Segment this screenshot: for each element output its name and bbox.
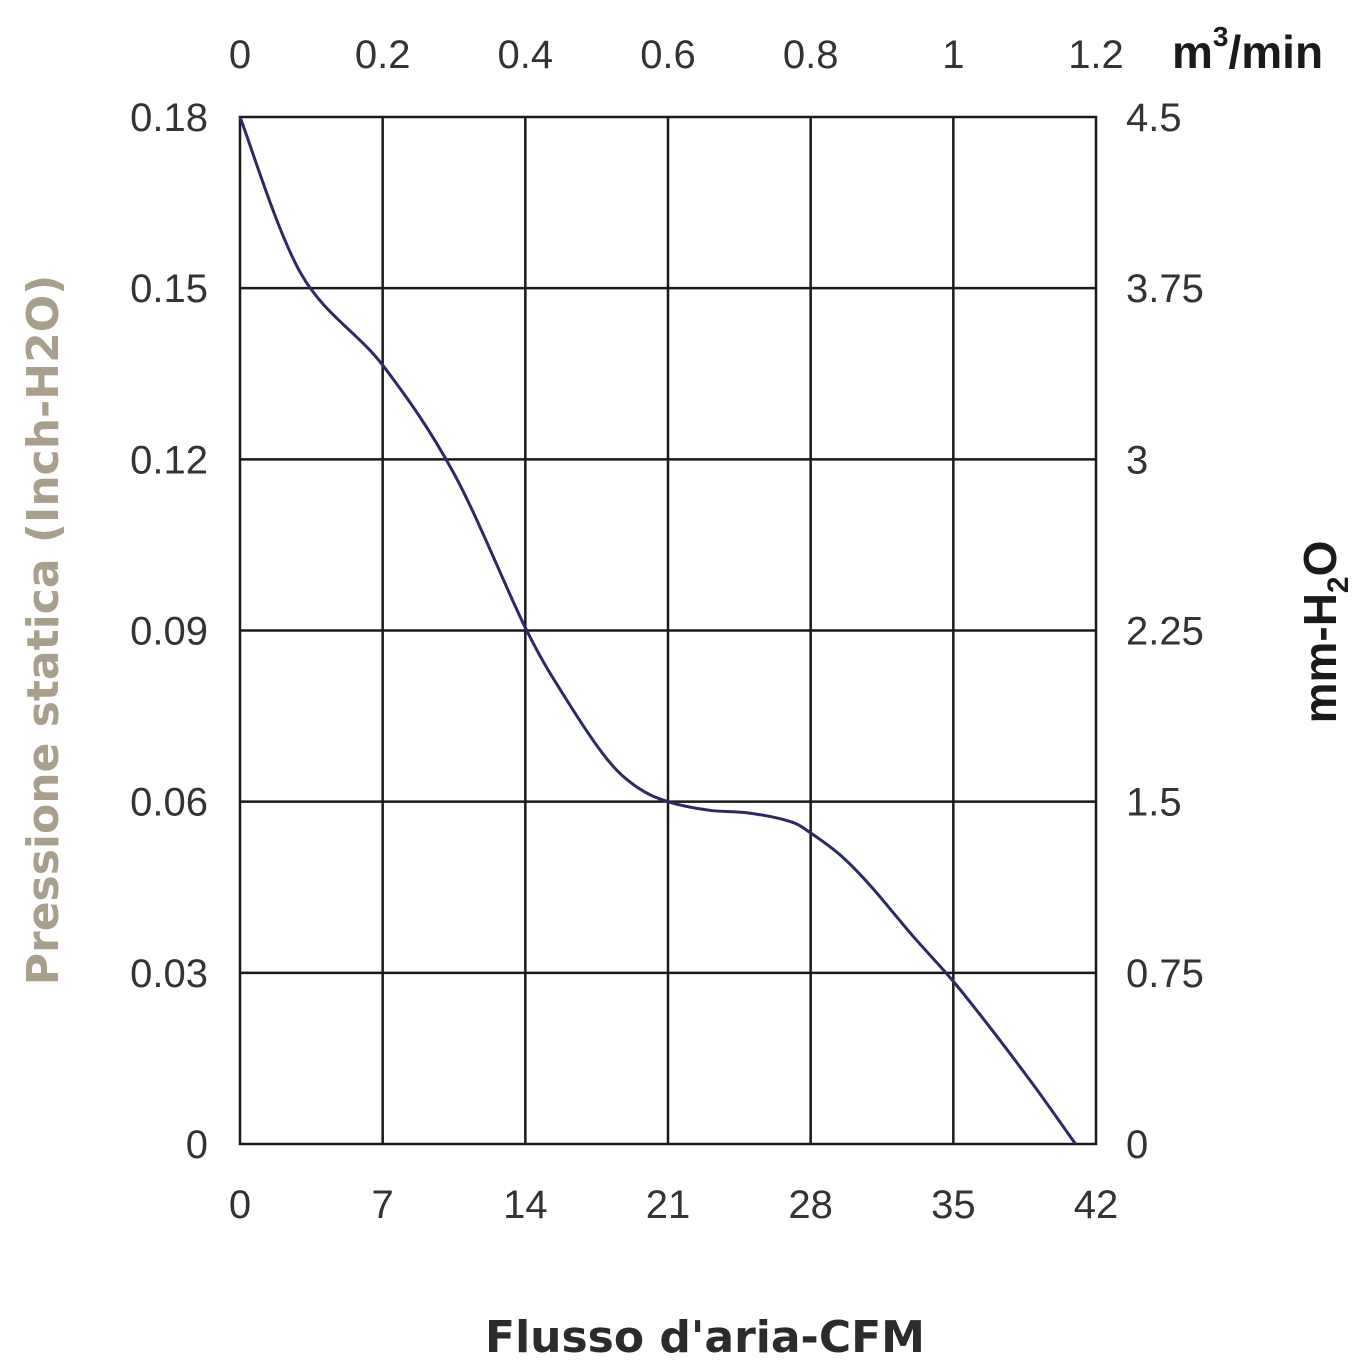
top-x-tick-label: 0.8 — [783, 33, 839, 77]
top-axis-title: m3/min — [1172, 21, 1323, 78]
right-y-tick-label: 0.75 — [1126, 952, 1204, 996]
y-tick-label: 0.09 — [130, 610, 208, 654]
top-x-tick-label: 0 — [229, 33, 251, 77]
plot-frame — [238, 115, 1098, 1146]
grid-lines — [240, 117, 1096, 1144]
right-y-tick-label: 0 — [1126, 1123, 1148, 1167]
pressure-flow-curve — [238, 116, 1077, 1145]
top-x-tick-label: 0.4 — [498, 33, 554, 77]
x-tick-label: 0 — [229, 1183, 251, 1227]
right-y-tick-label: 3 — [1126, 438, 1148, 482]
x-tick-label: 28 — [788, 1183, 833, 1227]
y-tick-label: 0.18 — [130, 96, 208, 140]
y-tick-label: 0 — [186, 1123, 208, 1167]
x-tick-label: 21 — [646, 1183, 691, 1227]
top-x-tick-label: 0.2 — [355, 33, 411, 77]
right-y-tick-label: 4.5 — [1126, 96, 1182, 140]
right-y-tick-label: 2.25 — [1126, 610, 1204, 654]
right-axis-title: mm-H2O — [1294, 541, 1355, 724]
y-tick-label: 0.03 — [130, 952, 208, 996]
y-tick-label: 0.15 — [130, 267, 208, 311]
x-axis-title: Flusso d'aria-CFM — [485, 1312, 925, 1363]
top-x-tick-label: 1 — [942, 33, 964, 77]
y-axis-title: Pressione statica (Inch-H2O) — [18, 275, 69, 986]
top-x-tick-label: 1.2 — [1068, 33, 1124, 77]
x-tick-label: 42 — [1074, 1183, 1119, 1227]
y-tick-label: 0.12 — [130, 438, 208, 482]
right-y-tick-label: 1.5 — [1126, 781, 1182, 825]
x-tick-label: 14 — [503, 1183, 548, 1227]
y-tick-label: 0.06 — [130, 781, 208, 825]
x-tick-label: 35 — [931, 1183, 976, 1227]
x-tick-label: 7 — [372, 1183, 394, 1227]
top-x-tick-label: 0.6 — [640, 33, 696, 77]
right-y-tick-label: 3.75 — [1126, 267, 1204, 311]
